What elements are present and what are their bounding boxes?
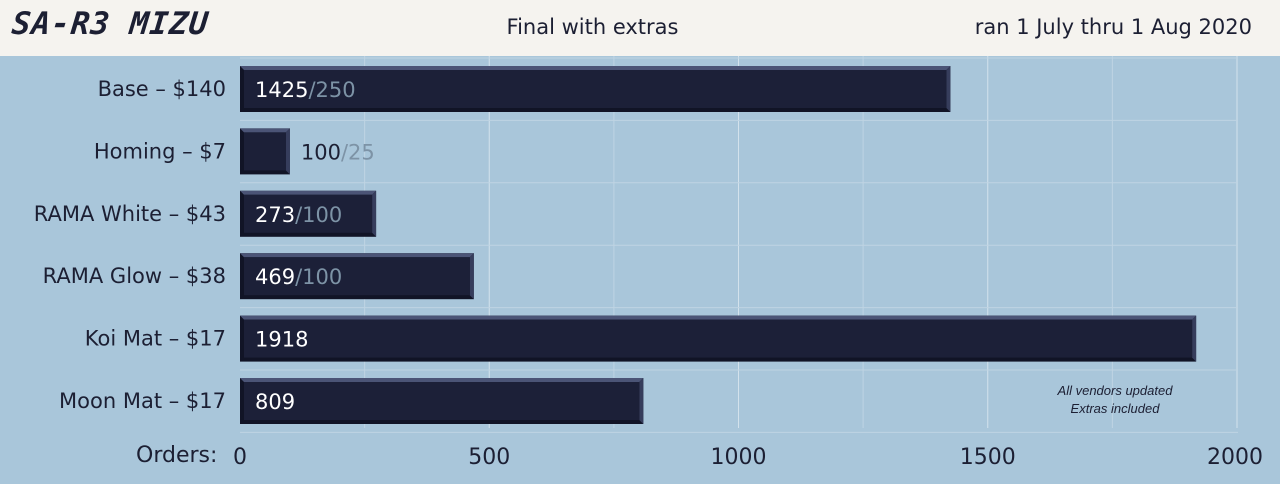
bar — [244, 382, 640, 420]
bar-bevel-right — [639, 378, 644, 424]
bar-bevel-top — [240, 66, 951, 70]
bar — [244, 70, 947, 108]
bar-value: 469 — [255, 265, 295, 289]
bar-bevel-top — [240, 128, 290, 133]
x-tick-label: 500 — [468, 445, 510, 470]
x-tick-label: 2000 — [1207, 445, 1263, 470]
bar-value-label: 1425/250 — [255, 78, 356, 102]
date-range: ran 1 July thru 1 Aug 2020 — [974, 15, 1252, 39]
x-axis-label: Orders: — [136, 443, 218, 468]
bar-value-label: 469/100 — [255, 265, 342, 289]
bar — [244, 319, 1193, 358]
category-label: Moon Mat – $17 — [59, 389, 226, 413]
bar-value-label: 809 — [255, 390, 295, 414]
note-line-1: All vendors updated — [1057, 383, 1173, 398]
bar-bevel-top — [240, 378, 644, 382]
bar-bevel-right — [372, 190, 377, 237]
bar-target: /250 — [308, 78, 355, 102]
bar-bevel-top — [240, 190, 377, 195]
bar — [244, 257, 470, 296]
bar — [244, 194, 373, 233]
category-label: Koi Mat – $17 — [85, 327, 226, 351]
bar-bevel-right — [946, 66, 951, 112]
bar-bevel-top — [240, 315, 1197, 320]
bar-bevel-right — [469, 253, 474, 300]
bar-target: /25 — [341, 140, 375, 164]
x-tick-label: 1500 — [960, 445, 1016, 470]
bar-value: 1918 — [255, 328, 308, 352]
category-label: RAMA White – $43 — [34, 202, 226, 226]
category-label: RAMA Glow – $38 — [43, 264, 226, 288]
bar-value: 273 — [255, 203, 295, 227]
chart-title: Final with extras — [506, 15, 679, 39]
category-label: Base – $140 — [98, 77, 226, 101]
x-tick-label: 0 — [233, 445, 247, 470]
x-tick-label: 1000 — [711, 445, 767, 470]
header-bar: SA-R3 MIZU Final with extras ran 1 July … — [0, 0, 1280, 56]
bar-value: 1425 — [255, 78, 308, 102]
bar-value-label: 1918 — [255, 328, 308, 352]
bar-target: /100 — [295, 203, 342, 227]
bar-value-label: 100/25 — [301, 140, 375, 164]
bar-value: 809 — [255, 390, 295, 414]
bar-value: 100 — [301, 140, 341, 164]
chart-note: All vendors updated Extras included — [1040, 382, 1190, 418]
note-line-2: Extras included — [1070, 401, 1160, 416]
bar-bevel-right — [285, 128, 290, 175]
bar — [244, 132, 286, 171]
bar-bevel-right — [1192, 315, 1197, 362]
category-label: Homing – $7 — [94, 139, 226, 163]
bar-bevel-top — [240, 253, 474, 258]
bar-target: /100 — [295, 265, 342, 289]
bar-value-label: 273/100 — [255, 203, 342, 227]
